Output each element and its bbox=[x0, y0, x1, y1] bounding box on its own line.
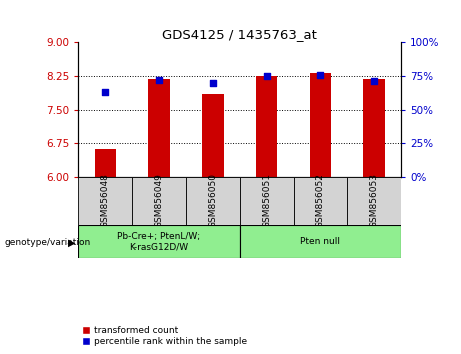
Text: GDS4125 / 1435763_at: GDS4125 / 1435763_at bbox=[162, 28, 317, 41]
Text: Pten null: Pten null bbox=[301, 237, 340, 246]
FancyBboxPatch shape bbox=[347, 177, 401, 225]
Bar bbox=[202, 95, 224, 177]
Text: GSM856053: GSM856053 bbox=[370, 173, 378, 228]
FancyBboxPatch shape bbox=[78, 225, 240, 258]
Text: GSM856052: GSM856052 bbox=[316, 173, 325, 228]
Point bbox=[263, 73, 270, 79]
Bar bbox=[310, 73, 331, 177]
FancyBboxPatch shape bbox=[294, 177, 347, 225]
Text: GSM856049: GSM856049 bbox=[154, 173, 164, 228]
FancyBboxPatch shape bbox=[78, 177, 132, 225]
Bar bbox=[363, 79, 385, 177]
Text: GSM856048: GSM856048 bbox=[101, 173, 110, 228]
Text: genotype/variation: genotype/variation bbox=[5, 238, 91, 247]
Point bbox=[317, 72, 324, 78]
FancyBboxPatch shape bbox=[240, 225, 401, 258]
Legend: transformed count, percentile rank within the sample: transformed count, percentile rank withi… bbox=[83, 326, 247, 346]
Text: GSM856051: GSM856051 bbox=[262, 173, 271, 228]
Text: GSM856050: GSM856050 bbox=[208, 173, 217, 228]
Text: ▶: ▶ bbox=[68, 238, 75, 247]
FancyBboxPatch shape bbox=[186, 177, 240, 225]
Bar bbox=[95, 149, 116, 177]
FancyBboxPatch shape bbox=[132, 177, 186, 225]
Point bbox=[371, 79, 378, 84]
Bar bbox=[148, 79, 170, 177]
Text: Pb-Cre+; PtenL/W;
K-rasG12D/W: Pb-Cre+; PtenL/W; K-rasG12D/W bbox=[118, 232, 201, 251]
FancyBboxPatch shape bbox=[240, 177, 294, 225]
Bar bbox=[256, 76, 278, 177]
Point bbox=[101, 90, 109, 95]
Point bbox=[209, 80, 217, 86]
Point bbox=[155, 77, 163, 83]
